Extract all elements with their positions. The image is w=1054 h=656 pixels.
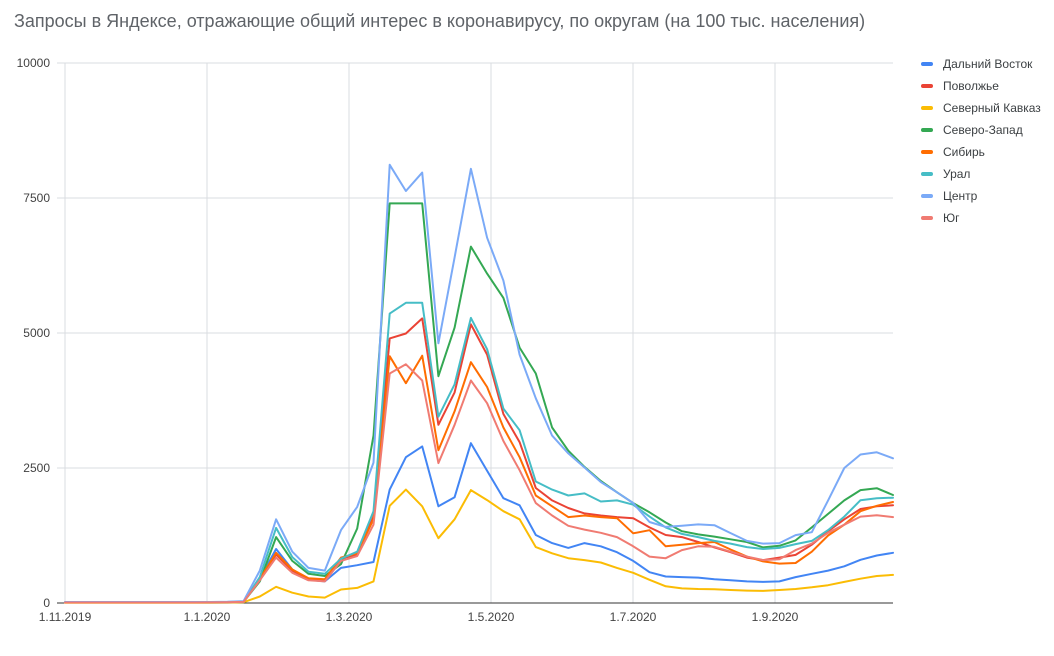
legend-item: Сибирь [921,145,1041,159]
y-tick-label: 10000 [17,56,51,70]
x-tick-label: 1.1.2020 [184,610,231,624]
legend-label: Дальний Восток [943,57,1033,71]
x-tick-label: 1.5.2020 [468,610,515,624]
series-line-7 [64,363,894,604]
legend-swatch-icon [921,84,933,88]
legend-label: Сибирь [943,145,985,159]
legend-swatch-icon [921,194,933,198]
legend-swatch-icon [921,62,933,66]
legend-label: Урал [943,167,971,181]
x-tick-label: 1.11.2019 [39,610,92,624]
legend-item: Юг [921,211,1041,225]
legend-label: Юг [943,211,960,225]
legend-item: Дальний Восток [921,57,1041,71]
series-line-5 [64,301,894,604]
legend-swatch-icon [921,150,933,154]
y-tick-label: 7500 [23,191,50,205]
legend-swatch-icon [921,172,933,176]
y-tick-label: 0 [43,596,50,610]
series-line-6 [64,163,894,603]
legend-item: Поволжье [921,79,1041,93]
x-tick-label: 1.7.2020 [610,610,657,624]
legend-item: Центр [921,189,1041,203]
legend-label: Северо-Запад [943,123,1023,137]
series-line-0 [64,442,894,604]
legend: Дальний Восток Поволжье Северный Кавказ Сев… [921,57,1041,233]
x-tick-label: 1.3.2020 [326,610,373,624]
y-tick-label: 5000 [23,326,50,340]
legend-label: Северный Кавказ [943,101,1041,115]
legend-label: Центр [943,189,978,203]
legend-item: Урал [921,167,1041,181]
legend-swatch-icon [921,128,933,132]
legend-label: Поволжье [943,79,999,93]
legend-swatch-icon [921,216,933,220]
legend-swatch-icon [921,106,933,110]
x-tick-label: 1.9.2020 [752,610,799,624]
legend-item: Северо-Запад [921,123,1041,137]
y-tick-label: 2500 [23,461,50,475]
chart-title: Запросы в Яндексе, отражающие общий инте… [14,11,866,31]
legend-item: Северный Кавказ [921,101,1041,115]
